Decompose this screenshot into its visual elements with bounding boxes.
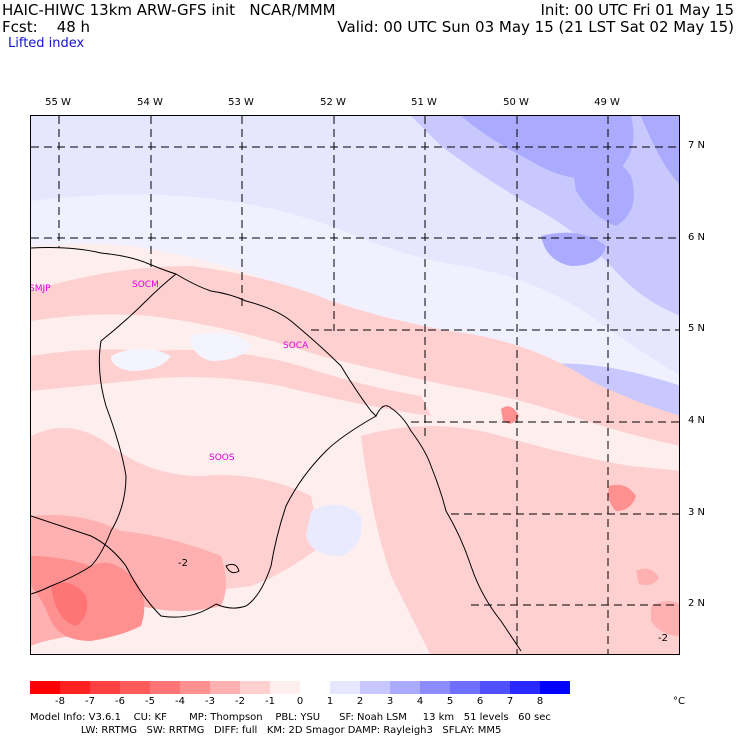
- colorbar-tick: -7: [85, 696, 95, 707]
- colorbar-tick: -4: [175, 696, 185, 707]
- colorbar-swatch: [450, 681, 480, 694]
- lon-label-52w: 52 W: [320, 97, 346, 108]
- colorbar-tick: 3: [386, 696, 394, 707]
- colorbar-swatch: [390, 681, 420, 694]
- colorbar-tick: 4: [416, 696, 424, 707]
- colorbar-unit: °C: [673, 696, 685, 707]
- map-panel: SMJP SOCM SOCA SOOS -2 -2: [30, 115, 680, 655]
- colorbar-tick: -2: [235, 696, 245, 707]
- forecast-hour: Fcst: 48 h: [2, 18, 91, 36]
- colorbar-tick: -8: [55, 696, 65, 707]
- colorbar-swatch: [30, 681, 60, 694]
- colorbar-swatch: [360, 681, 390, 694]
- colorbar-tick: 5: [446, 696, 454, 707]
- colorbar-swatch: [120, 681, 150, 694]
- colorbar-tick: -6: [115, 696, 125, 707]
- lon-label-51w: 51 W: [411, 97, 437, 108]
- lat-label-6n: 6 N: [688, 232, 706, 243]
- station-socm: SOCM: [132, 280, 159, 290]
- colorbar-tick: -3: [205, 696, 215, 707]
- colorbar-swatch: [540, 681, 570, 694]
- colorbar-swatch: [180, 681, 210, 694]
- lat-label-3n: 3 N: [688, 507, 706, 518]
- lat-label-5n: 5 N: [688, 323, 706, 334]
- colorbar-tick: -1: [265, 696, 275, 707]
- footer-line-2: LW: RRTMG SW: RRTMG DIFF: full KM: 2D Sm…: [30, 725, 502, 736]
- colorbar-swatch: [270, 681, 300, 694]
- colorbar-swatch: [480, 681, 510, 694]
- valid-time: Valid: 00 UTC Sun 03 May 15 (21 LST Sat …: [337, 18, 734, 36]
- lat-label-2n: 2 N: [688, 598, 706, 609]
- station-soos: SOOS: [209, 453, 235, 463]
- colorbar: [30, 681, 570, 694]
- colorbar-tick: 6: [476, 696, 484, 707]
- init-time: Init: 00 UTC Fri 01 May 15: [540, 1, 734, 19]
- field-name: Lifted index: [8, 36, 85, 51]
- lon-label-49w: 49 W: [594, 97, 620, 108]
- lon-label-53w: 53 W: [228, 97, 254, 108]
- colorbar-swatch: [300, 681, 330, 694]
- colorbar-swatch: [90, 681, 120, 694]
- colorbar-tick: -5: [145, 696, 155, 707]
- footer-line-1: Model Info: V3.6.1 CU: KF MP: Thompson P…: [30, 712, 551, 723]
- colorbar-swatch: [240, 681, 270, 694]
- lat-label-7n: 7 N: [688, 140, 706, 151]
- colorbar-tick: 1: [326, 696, 334, 707]
- lon-label-50w: 50 W: [503, 97, 529, 108]
- contour-label: -2: [178, 558, 188, 569]
- colorbar-tick: 0: [296, 696, 304, 707]
- colorbar-swatch: [150, 681, 180, 694]
- colorbar-tick: 7: [506, 696, 514, 707]
- colorbar-tick: 2: [356, 696, 364, 707]
- colorbar-tick: 8: [536, 696, 544, 707]
- map-field: [31, 116, 679, 654]
- colorbar-swatch: [60, 681, 90, 694]
- colorbar-swatch: [330, 681, 360, 694]
- colorbar-swatch: [210, 681, 240, 694]
- contour-label-se: -2: [658, 633, 668, 644]
- lon-label-54w: 54 W: [137, 97, 163, 108]
- colorbar-swatch: [510, 681, 540, 694]
- station-soca: SOCA: [283, 341, 309, 351]
- title-left: HAIC-HIWC 13km ARW-GFS init NCAR/MMM: [2, 1, 336, 19]
- lat-label-4n: 4 N: [688, 415, 706, 426]
- colorbar-swatch: [420, 681, 450, 694]
- station-smjp: SMJP: [30, 284, 51, 294]
- lon-label-55w: 55 W: [45, 97, 71, 108]
